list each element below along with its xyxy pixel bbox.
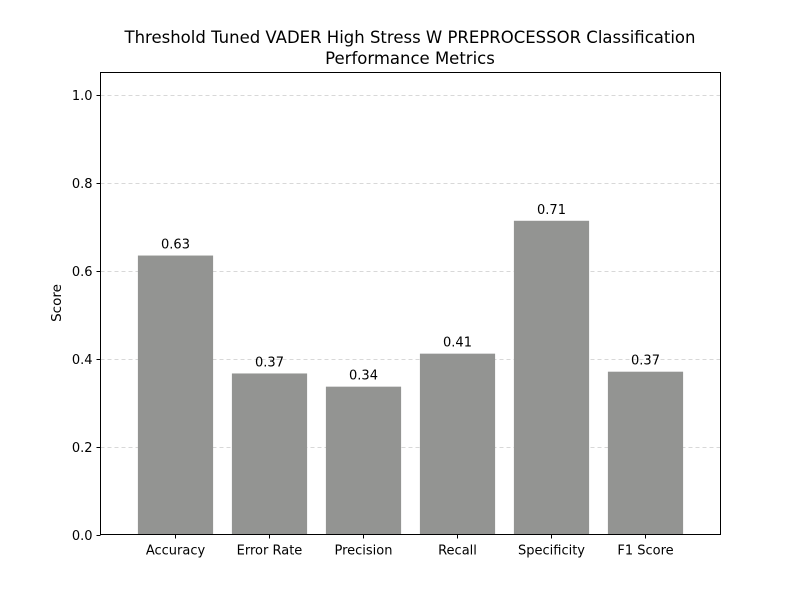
chart-title-line-2: Performance Metrics	[325, 49, 495, 68]
x-tick-label: Specificity	[518, 544, 585, 559]
bar	[513, 220, 590, 535]
bar-value-label: 0.41	[443, 336, 472, 351]
bar-value-label: 0.71	[537, 203, 566, 218]
y-tick-label: 0.6	[72, 265, 93, 280]
plot-frame	[100, 72, 721, 535]
x-tick-label: Precision	[334, 544, 392, 559]
y-tick-label: 1.0	[72, 89, 93, 104]
x-tick-label: Error Rate	[237, 544, 303, 559]
bar-value-label: 0.37	[255, 355, 284, 370]
x-tick-label: F1 Score	[617, 544, 673, 559]
y-tick-label: 0.4	[72, 353, 93, 368]
bars	[137, 220, 684, 535]
y-tick-label: 0.2	[72, 441, 93, 456]
axis-ticks: 0.0 0.2 0.4 0.6 0.8 1.0 Accuracy Error Rate Prec…	[72, 89, 674, 559]
y-tick-label: 0.0	[72, 529, 93, 544]
bar	[325, 386, 402, 535]
bar-value-label: 0.37	[631, 354, 660, 369]
y-tick-label: 0.8	[72, 177, 93, 192]
bar	[419, 353, 496, 535]
y-axis-label: Score	[49, 284, 65, 322]
x-tick-label: Recall	[438, 544, 477, 559]
bar	[231, 373, 308, 535]
x-tick-label: Accuracy	[146, 544, 206, 559]
chart-title-line-1: Threshold Tuned VADER High Stress W PREP…	[124, 28, 696, 47]
bar	[137, 255, 214, 535]
bar-value-labels: 0.63 0.37 0.34 0.41 0.71 0.37	[161, 203, 660, 384]
bar-value-label: 0.34	[349, 369, 378, 384]
bar-value-label: 0.63	[161, 238, 190, 253]
bar	[607, 371, 684, 535]
grid-lines	[100, 95, 721, 448]
